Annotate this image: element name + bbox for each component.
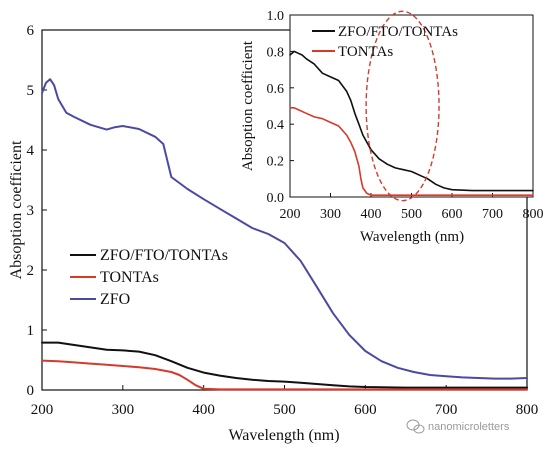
inset-y-ticks: 0.0 0.2 0.4 0.6 0.8 1.0: [267, 9, 294, 206]
inset-x-tick-label: 400: [361, 207, 382, 222]
main-x-axis-title: Wavelength (nm): [228, 427, 339, 444]
main-legend-label-tontas: TONTAs: [100, 269, 159, 286]
inset-x-tick-label: 500: [401, 207, 422, 222]
inset-plot-area: [290, 15, 533, 197]
main-legend: ZFO/FTO/TONTAs TONTAs ZFO: [70, 247, 228, 308]
wechat-icon: [406, 419, 425, 434]
main-x-tick-label: 500: [273, 402, 296, 418]
main-legend-label-zfo: ZFO: [100, 291, 130, 308]
main-chart: 200 300 400 500 600 700 800 0 1 2 3 4 5 6 Wavelength…: [8, 23, 538, 444]
main-y-tick-label: 5: [27, 83, 35, 99]
inset-x-tick-label: 700: [482, 207, 503, 222]
inset-x-axis-title: Wavelength (nm): [360, 229, 464, 245]
inset-x-ticks: 200 300 400 500 600 700 800: [280, 193, 544, 222]
main-y-tick-label: 0: [27, 383, 35, 399]
inset-x-tick-label: 800: [523, 207, 544, 222]
main-y-axis-title: Absoption coefficient: [8, 140, 25, 279]
main-x-tick-label: 800: [516, 402, 539, 418]
inset-highlight-dashed-ellipse: [365, 10, 440, 202]
inset-y-tick-label: 0.8: [267, 45, 285, 60]
inset-y-tick-label: 0.4: [267, 118, 285, 133]
main-x-tick-label: 700: [435, 402, 458, 418]
inset-series-tontas: [289, 107, 534, 196]
inset-legend-label-tontas: TONTAs: [338, 44, 393, 60]
inset-x-tick-label: 200: [280, 207, 301, 222]
inset-y-tick-label: 0.0: [267, 191, 285, 206]
main-series-zfo-fto-tontas: [41, 341, 528, 389]
watermark-text: nanomicroletters: [428, 421, 510, 433]
main-y-tick-label: 6: [27, 23, 35, 39]
main-x-tick-label: 300: [112, 402, 135, 418]
inset-legend-label-zfo-fto-tontas: ZFO/FTO/TONTAs: [338, 24, 458, 40]
main-series-tontas: [41, 359, 528, 391]
main-x-tick-label: 600: [354, 402, 377, 418]
main-y-tick-label: 2: [27, 263, 35, 279]
main-x-tick-label: 200: [31, 402, 54, 418]
inset-y-axis-title: Absoption coefficient: [240, 40, 256, 171]
inset-y-tick-label: 1.0: [267, 9, 285, 24]
main-y-tick-label: 1: [27, 323, 35, 339]
main-series-lines: [41, 78, 528, 391]
main-y-tick-label: 4: [27, 143, 35, 159]
watermark: nanomicroletters: [406, 419, 510, 434]
inset-y-tick-label: 0.2: [267, 155, 285, 170]
main-y-tick-label: 3: [27, 203, 35, 219]
inset-series-zfo-fto-tontas: [289, 50, 534, 192]
main-series-zfo: [41, 78, 528, 380]
inset-legend: ZFO/FTO/TONTAs TONTAs: [312, 24, 458, 60]
inset-x-tick-label: 300: [320, 207, 341, 222]
inset-chart: 200 300 400 500 600 700 800 0.0 0.2 0.4 0.6 0.8 1.0…: [240, 9, 544, 245]
main-x-tick-label: 400: [192, 402, 215, 418]
inset-series-lines: [289, 50, 534, 196]
main-legend-label-zfo-fto-tontas: ZFO/FTO/TONTAs: [100, 247, 228, 264]
inset-x-tick-label: 600: [442, 207, 463, 222]
main-y-ticks: 0 1 2 3 4 5 6: [27, 23, 47, 399]
inset-y-tick-label: 0.6: [267, 82, 285, 97]
